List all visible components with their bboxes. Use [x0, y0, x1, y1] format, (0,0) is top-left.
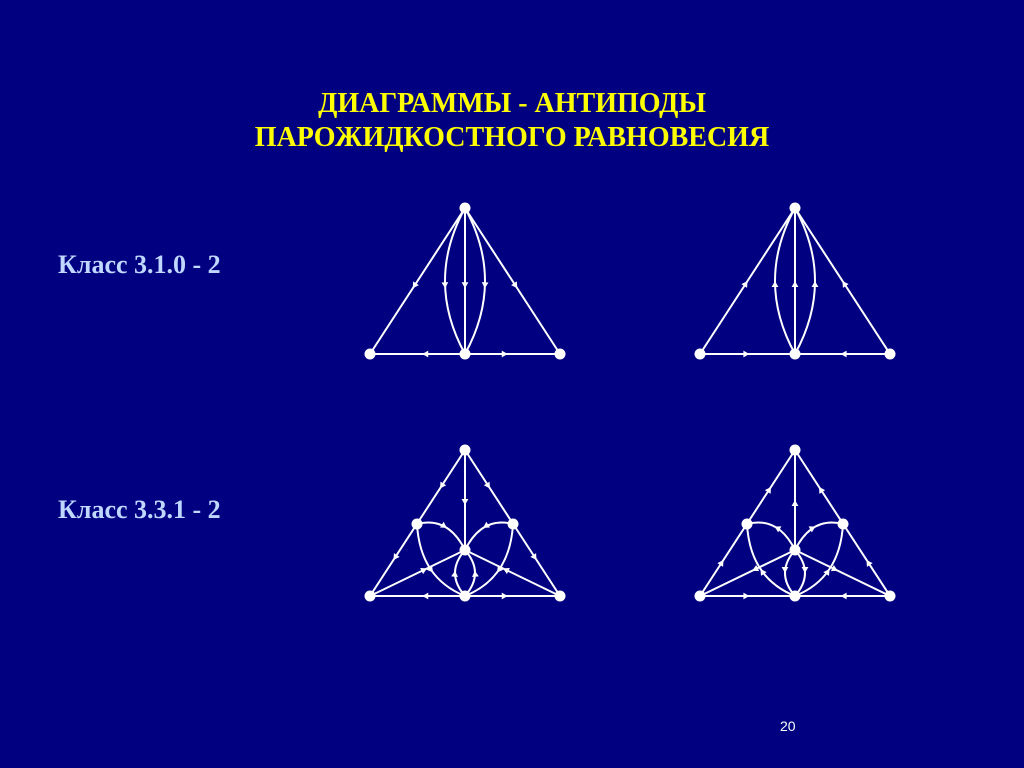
class-label-row-2: Класс 3.3.1 - 2 — [58, 495, 221, 525]
title-line-2: ПАРОЖИДКОСТНОГО РАВНОВЕСИЯ — [0, 122, 1024, 154]
diagram-bottom-right — [680, 438, 910, 606]
diagram-top-right — [680, 196, 910, 364]
diagram-bottom-left — [350, 438, 580, 606]
title-line-1: ДИАГРАММЫ - АНТИПОДЫ — [0, 88, 1024, 120]
class-label-row-1: Класс 3.1.0 - 2 — [58, 250, 221, 280]
diagram-top-left — [350, 196, 580, 364]
page-number: 20 — [780, 718, 796, 734]
slide: ДИАГРАММЫ - АНТИПОДЫ ПАРОЖИДКОСТНОГО РАВ… — [0, 0, 1024, 768]
